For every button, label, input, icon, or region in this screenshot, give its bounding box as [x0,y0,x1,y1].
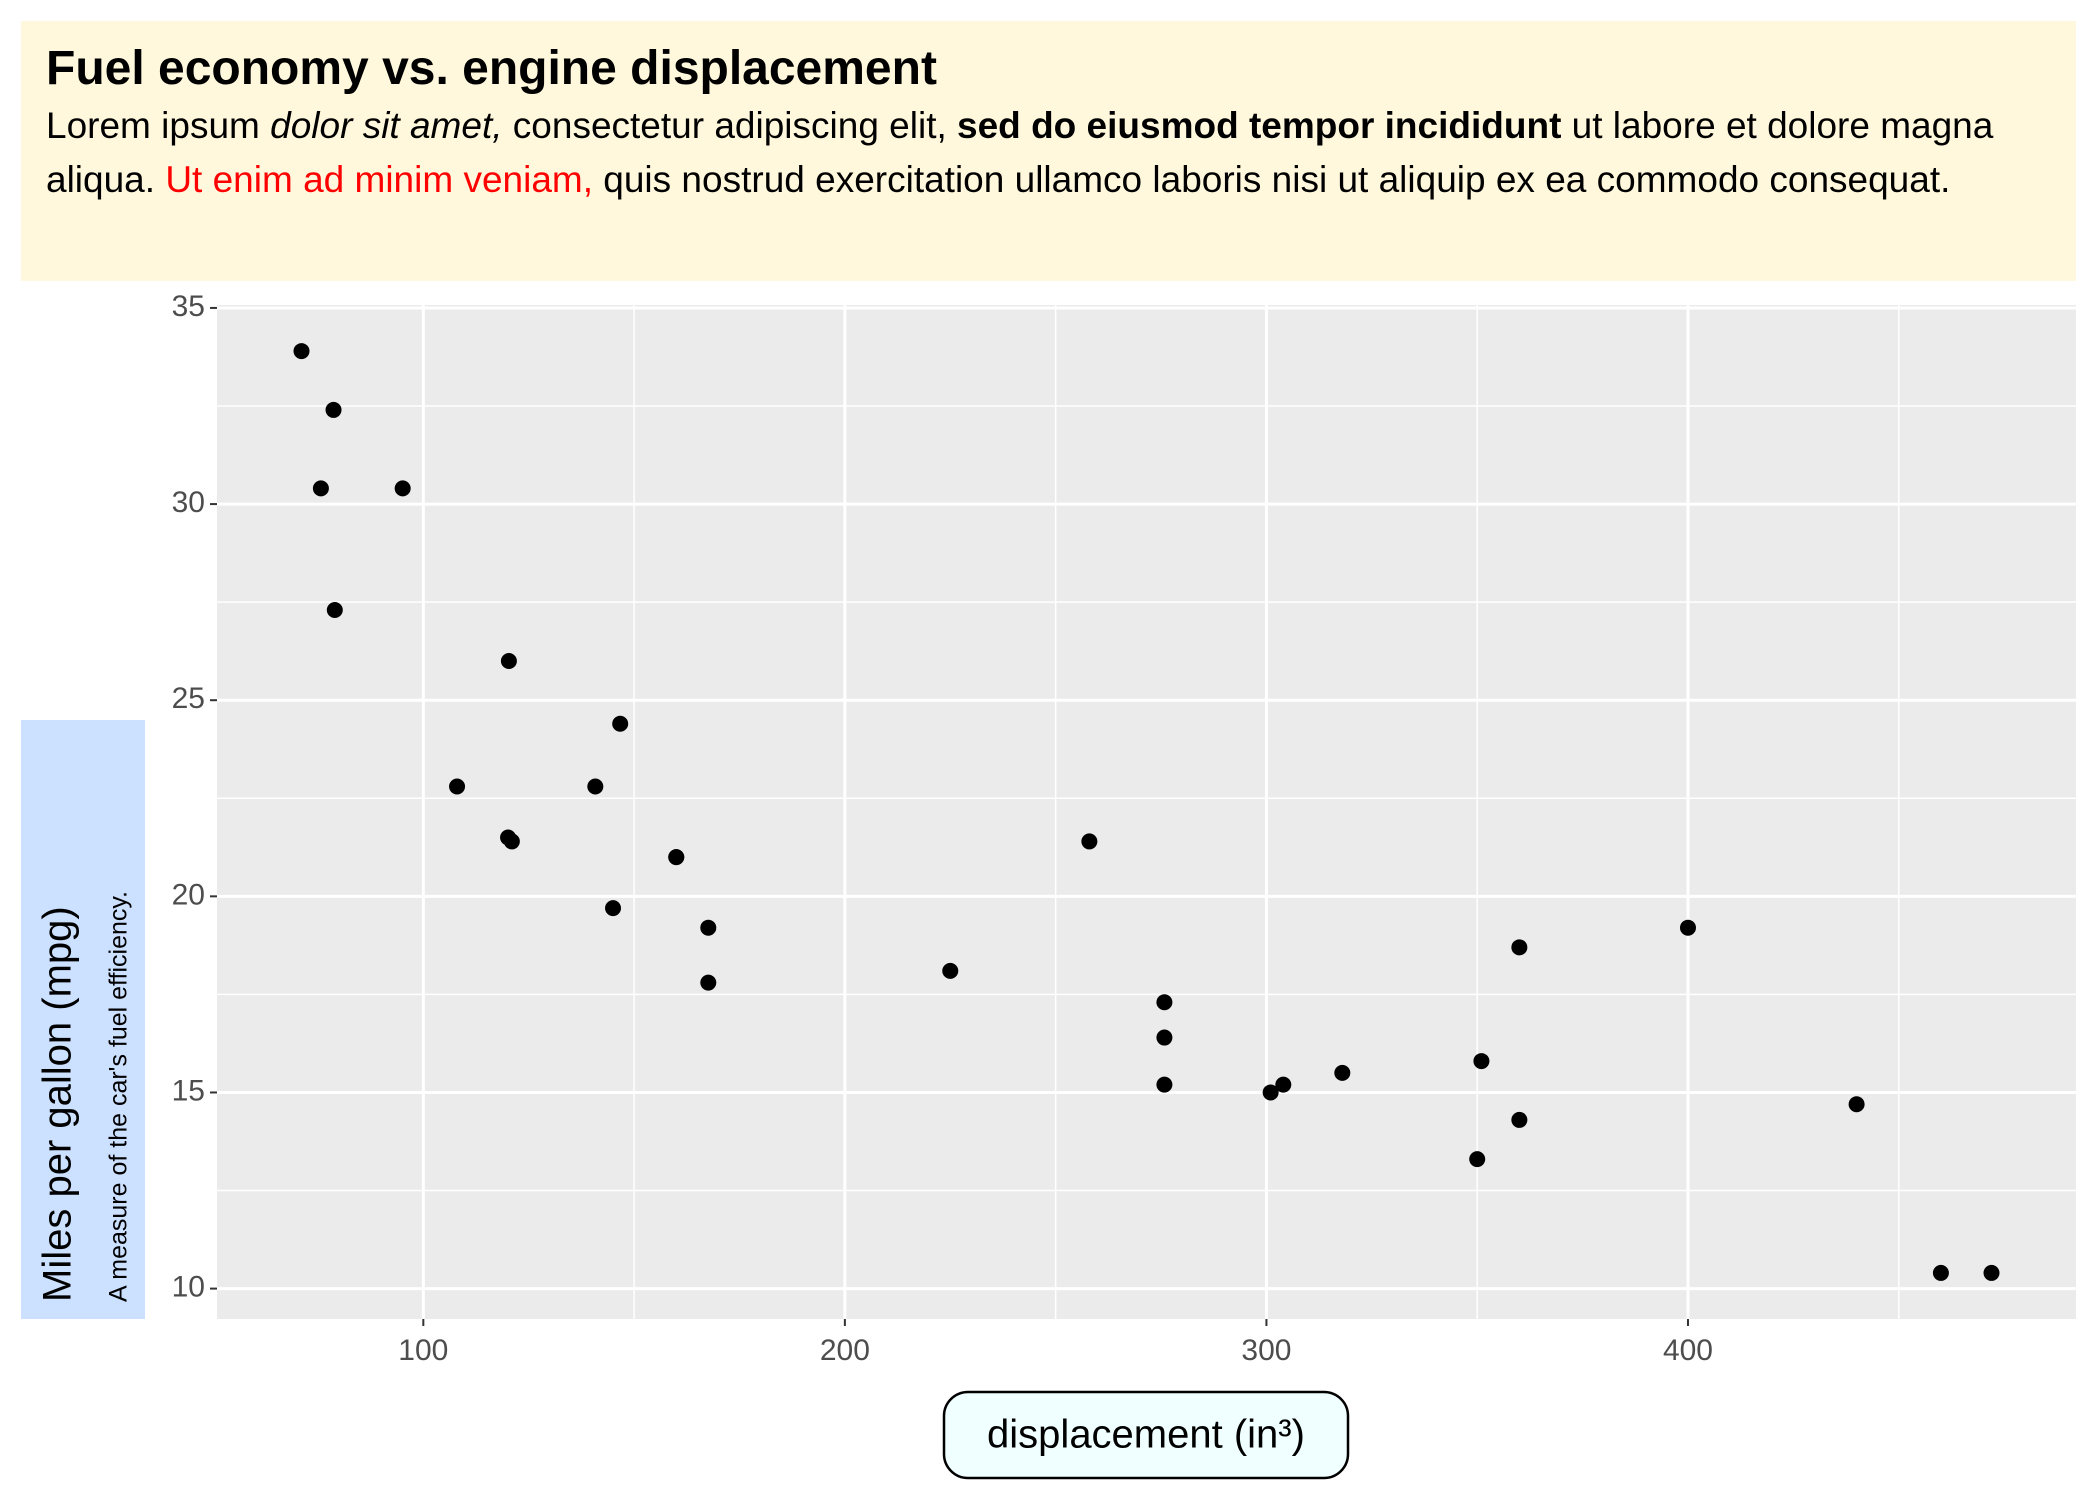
subtitle-segment: sed do eiusmod tempor incididunt [957,105,1562,146]
point [605,900,622,917]
point [1334,1064,1351,1081]
chart-title: Fuel economy vs. engine displacement [46,42,937,95]
point [1156,1076,1173,1093]
point [326,601,343,618]
header: Fuel economy vs. engine displacement Lor… [21,21,2076,281]
y-axis-label: Miles per gallon (mpg) [36,906,80,1302]
point [312,480,329,497]
x-axis-label: displacement (in³) [987,1413,1305,1457]
point [1932,1264,1949,1281]
subtitle-segment: Lorem ipsum [46,105,271,146]
subtitle-segment: dolor sit amet, [270,105,503,146]
x-tick-label: 300 [1241,1334,1291,1367]
point [1511,1111,1528,1128]
point [1262,1084,1279,1101]
point [325,401,342,418]
point [942,962,959,979]
point [449,778,466,795]
point [1679,919,1696,936]
subtitle-segment: consectetur adipiscing elit, [502,105,958,146]
x-label-box [942,1390,1350,1480]
x-tick-label: 200 [820,1334,870,1367]
subtitle-segment: Ut enim ad minim veniam, [165,159,593,200]
point [1511,939,1528,956]
point [612,715,629,732]
y-tick-label: 25 [172,682,205,715]
point [1473,1053,1490,1070]
plot-panel [217,305,2076,1319]
y-tick-label: 20 [172,878,205,911]
y-tick-label: 30 [172,486,205,519]
subtitle-segment: quis nostrud exercitation ullamco labori… [593,159,1951,200]
point [503,833,520,850]
point [500,652,517,669]
point [587,778,604,795]
point [1848,1096,1865,1113]
point [293,343,310,360]
point [1156,994,1173,1011]
x-tick-label: 100 [398,1334,448,1367]
y-tick-label: 15 [172,1074,205,1107]
x-tick-label: 400 [1663,1334,1713,1367]
point [394,480,411,497]
point [700,974,717,991]
point [1983,1264,2000,1281]
y-label-box [21,720,145,1319]
subtitle-segment: ut labore et dolore magna aliqua. [46,105,1994,200]
point [700,919,717,936]
point [1275,1076,1292,1093]
y-axis-note: A measure of the car's fuel efficiency. [105,891,133,1302]
y-tick-label: 10 [172,1271,205,1304]
chart-subtitle: Lorem ipsum dolor sit amet, consectetur … [46,99,2051,207]
point [668,849,685,866]
y-tick-label: 35 [172,290,205,323]
point [1081,833,1098,850]
point [1156,1029,1173,1046]
point [1469,1151,1486,1168]
